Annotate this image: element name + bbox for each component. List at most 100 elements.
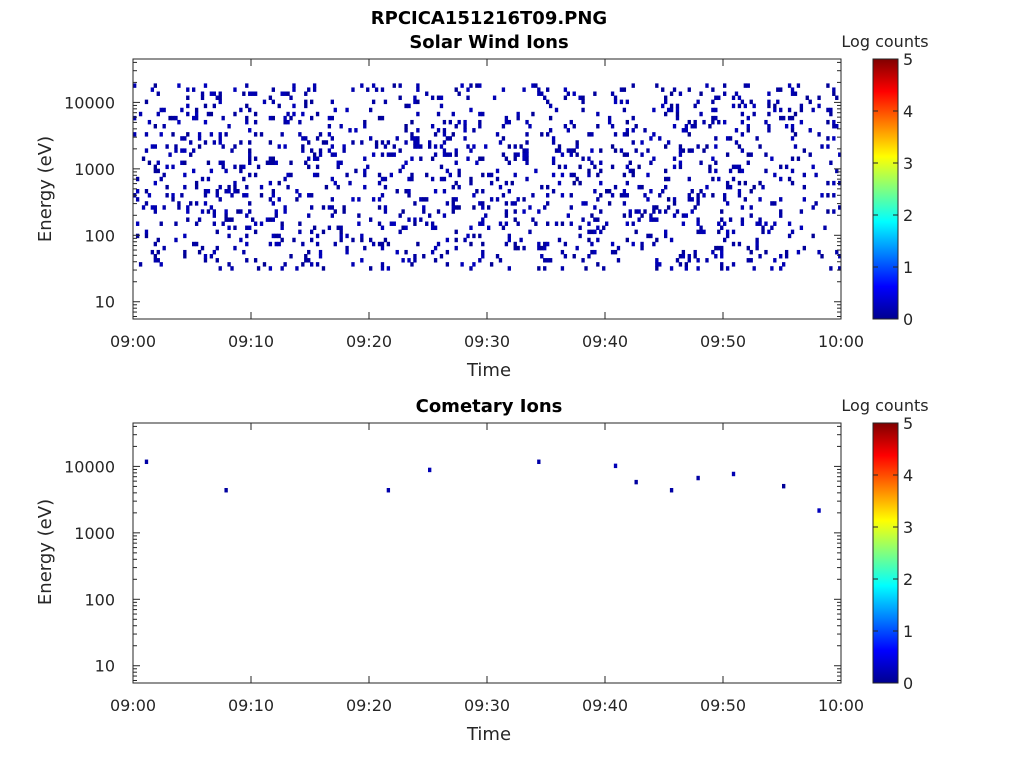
heatmap-cell — [690, 189, 694, 194]
heatmap-cell — [808, 99, 812, 105]
heatmap-cell — [475, 160, 479, 166]
heatmap-cell — [784, 249, 789, 255]
heatmap-cell — [522, 209, 526, 214]
heatmap-cell — [469, 225, 473, 231]
heatmap-cell — [563, 124, 568, 129]
heatmap-cell — [189, 152, 193, 157]
heatmap-cell — [159, 262, 163, 267]
heatmap-cell — [731, 95, 736, 101]
y-axis-label: Energy (eV) — [35, 499, 56, 605]
heatmap-cell — [156, 258, 160, 263]
x-tick-label: 09:30 — [464, 696, 510, 715]
heatmap-cell — [304, 254, 308, 259]
heatmap-cell — [345, 249, 349, 255]
heatmap-cell — [693, 249, 697, 255]
heatmap-cell — [298, 229, 302, 235]
heatmap-cell — [575, 176, 579, 182]
heatmap-cell — [310, 262, 314, 267]
heatmap-cell — [723, 83, 727, 88]
heatmap-cell — [537, 91, 541, 96]
heatmap-cell — [262, 99, 267, 105]
heatmap-cell — [702, 148, 706, 153]
heatmap-cell — [678, 148, 683, 153]
heatmap-cell — [566, 91, 570, 96]
heatmap-cell — [717, 176, 721, 182]
heatmap-cell — [336, 160, 340, 166]
heatmap-cell — [215, 193, 219, 198]
heatmap-cell — [422, 197, 426, 202]
heatmap-cell — [711, 119, 715, 125]
heatmap-cell — [324, 184, 329, 190]
heatmap-cell — [531, 193, 535, 198]
heatmap-cell — [371, 241, 376, 247]
heatmap-cell — [581, 156, 585, 161]
heatmap-cell — [519, 144, 523, 149]
heatmap-cell — [770, 156, 774, 161]
heatmap-cell — [696, 217, 700, 222]
heatmap-cell — [200, 95, 205, 101]
heatmap-cell — [227, 262, 231, 267]
heatmap-cell — [203, 83, 208, 88]
heatmap-cell — [649, 189, 653, 194]
heatmap-cell — [428, 144, 432, 149]
heatmap-cell — [286, 91, 290, 96]
heatmap-cell — [625, 132, 629, 137]
heatmap-cell — [572, 172, 576, 178]
heatmap-cell — [596, 111, 600, 117]
heatmap-cell — [687, 87, 691, 92]
heatmap-cell — [212, 213, 216, 218]
heatmap-cell — [310, 205, 314, 210]
heatmap-cell — [543, 245, 547, 251]
heatmap-cell — [153, 180, 157, 186]
heatmap-cell — [268, 197, 273, 202]
heatmap-cell — [755, 221, 759, 226]
heatmap-cell — [610, 164, 615, 170]
heatmap-cell — [504, 201, 509, 206]
heatmap-cell — [835, 249, 839, 255]
heatmap-cell — [209, 168, 214, 174]
heatmap-cell — [457, 168, 461, 174]
heatmap-cell — [286, 111, 290, 117]
heatmap-cell — [454, 245, 458, 251]
heatmap-cell — [708, 164, 712, 170]
heatmap-cell — [318, 148, 323, 153]
colorbar-tick-label: 2 — [903, 206, 913, 225]
heatmap-cell — [484, 144, 488, 149]
heatmap-cell — [377, 115, 382, 121]
heatmap-cell — [310, 99, 314, 105]
heatmap-cell — [253, 156, 258, 161]
heatmap-cell — [770, 266, 774, 271]
heatmap-cell — [793, 144, 798, 149]
heatmap-cell — [224, 132, 228, 137]
heatmap-cell — [224, 217, 228, 222]
heatmap-cell — [563, 164, 568, 170]
heatmap-cell — [227, 225, 231, 231]
heatmap-cell — [678, 152, 683, 157]
heatmap-cell — [413, 201, 417, 206]
heatmap-cell — [725, 233, 730, 239]
heatmap-cell — [481, 201, 485, 206]
heatmap-cell — [156, 160, 160, 166]
heatmap-cell — [522, 245, 526, 251]
heatmap-cell — [560, 193, 565, 198]
heatmap-cell — [230, 193, 234, 198]
heatmap-cell — [578, 164, 582, 170]
heatmap-cell — [286, 184, 290, 190]
heatmap-cell — [693, 254, 697, 259]
heatmap-cell — [619, 148, 624, 153]
heatmap-cell — [758, 180, 762, 186]
heatmap-cell — [731, 229, 736, 235]
heatmap-cell — [194, 184, 199, 190]
heatmap-cell — [652, 107, 656, 113]
heatmap-cell — [560, 221, 565, 226]
heatmap-cell — [401, 225, 405, 231]
heatmap-cell — [413, 217, 417, 222]
heatmap-cell — [304, 91, 308, 96]
heatmap-cell — [599, 209, 603, 214]
heatmap-cell — [425, 172, 429, 178]
heatmap-cell — [672, 124, 677, 129]
heatmap-cell — [811, 164, 815, 170]
heatmap-cell — [596, 172, 600, 178]
heatmap-cell — [315, 111, 320, 117]
heatmap-cell — [463, 119, 467, 125]
